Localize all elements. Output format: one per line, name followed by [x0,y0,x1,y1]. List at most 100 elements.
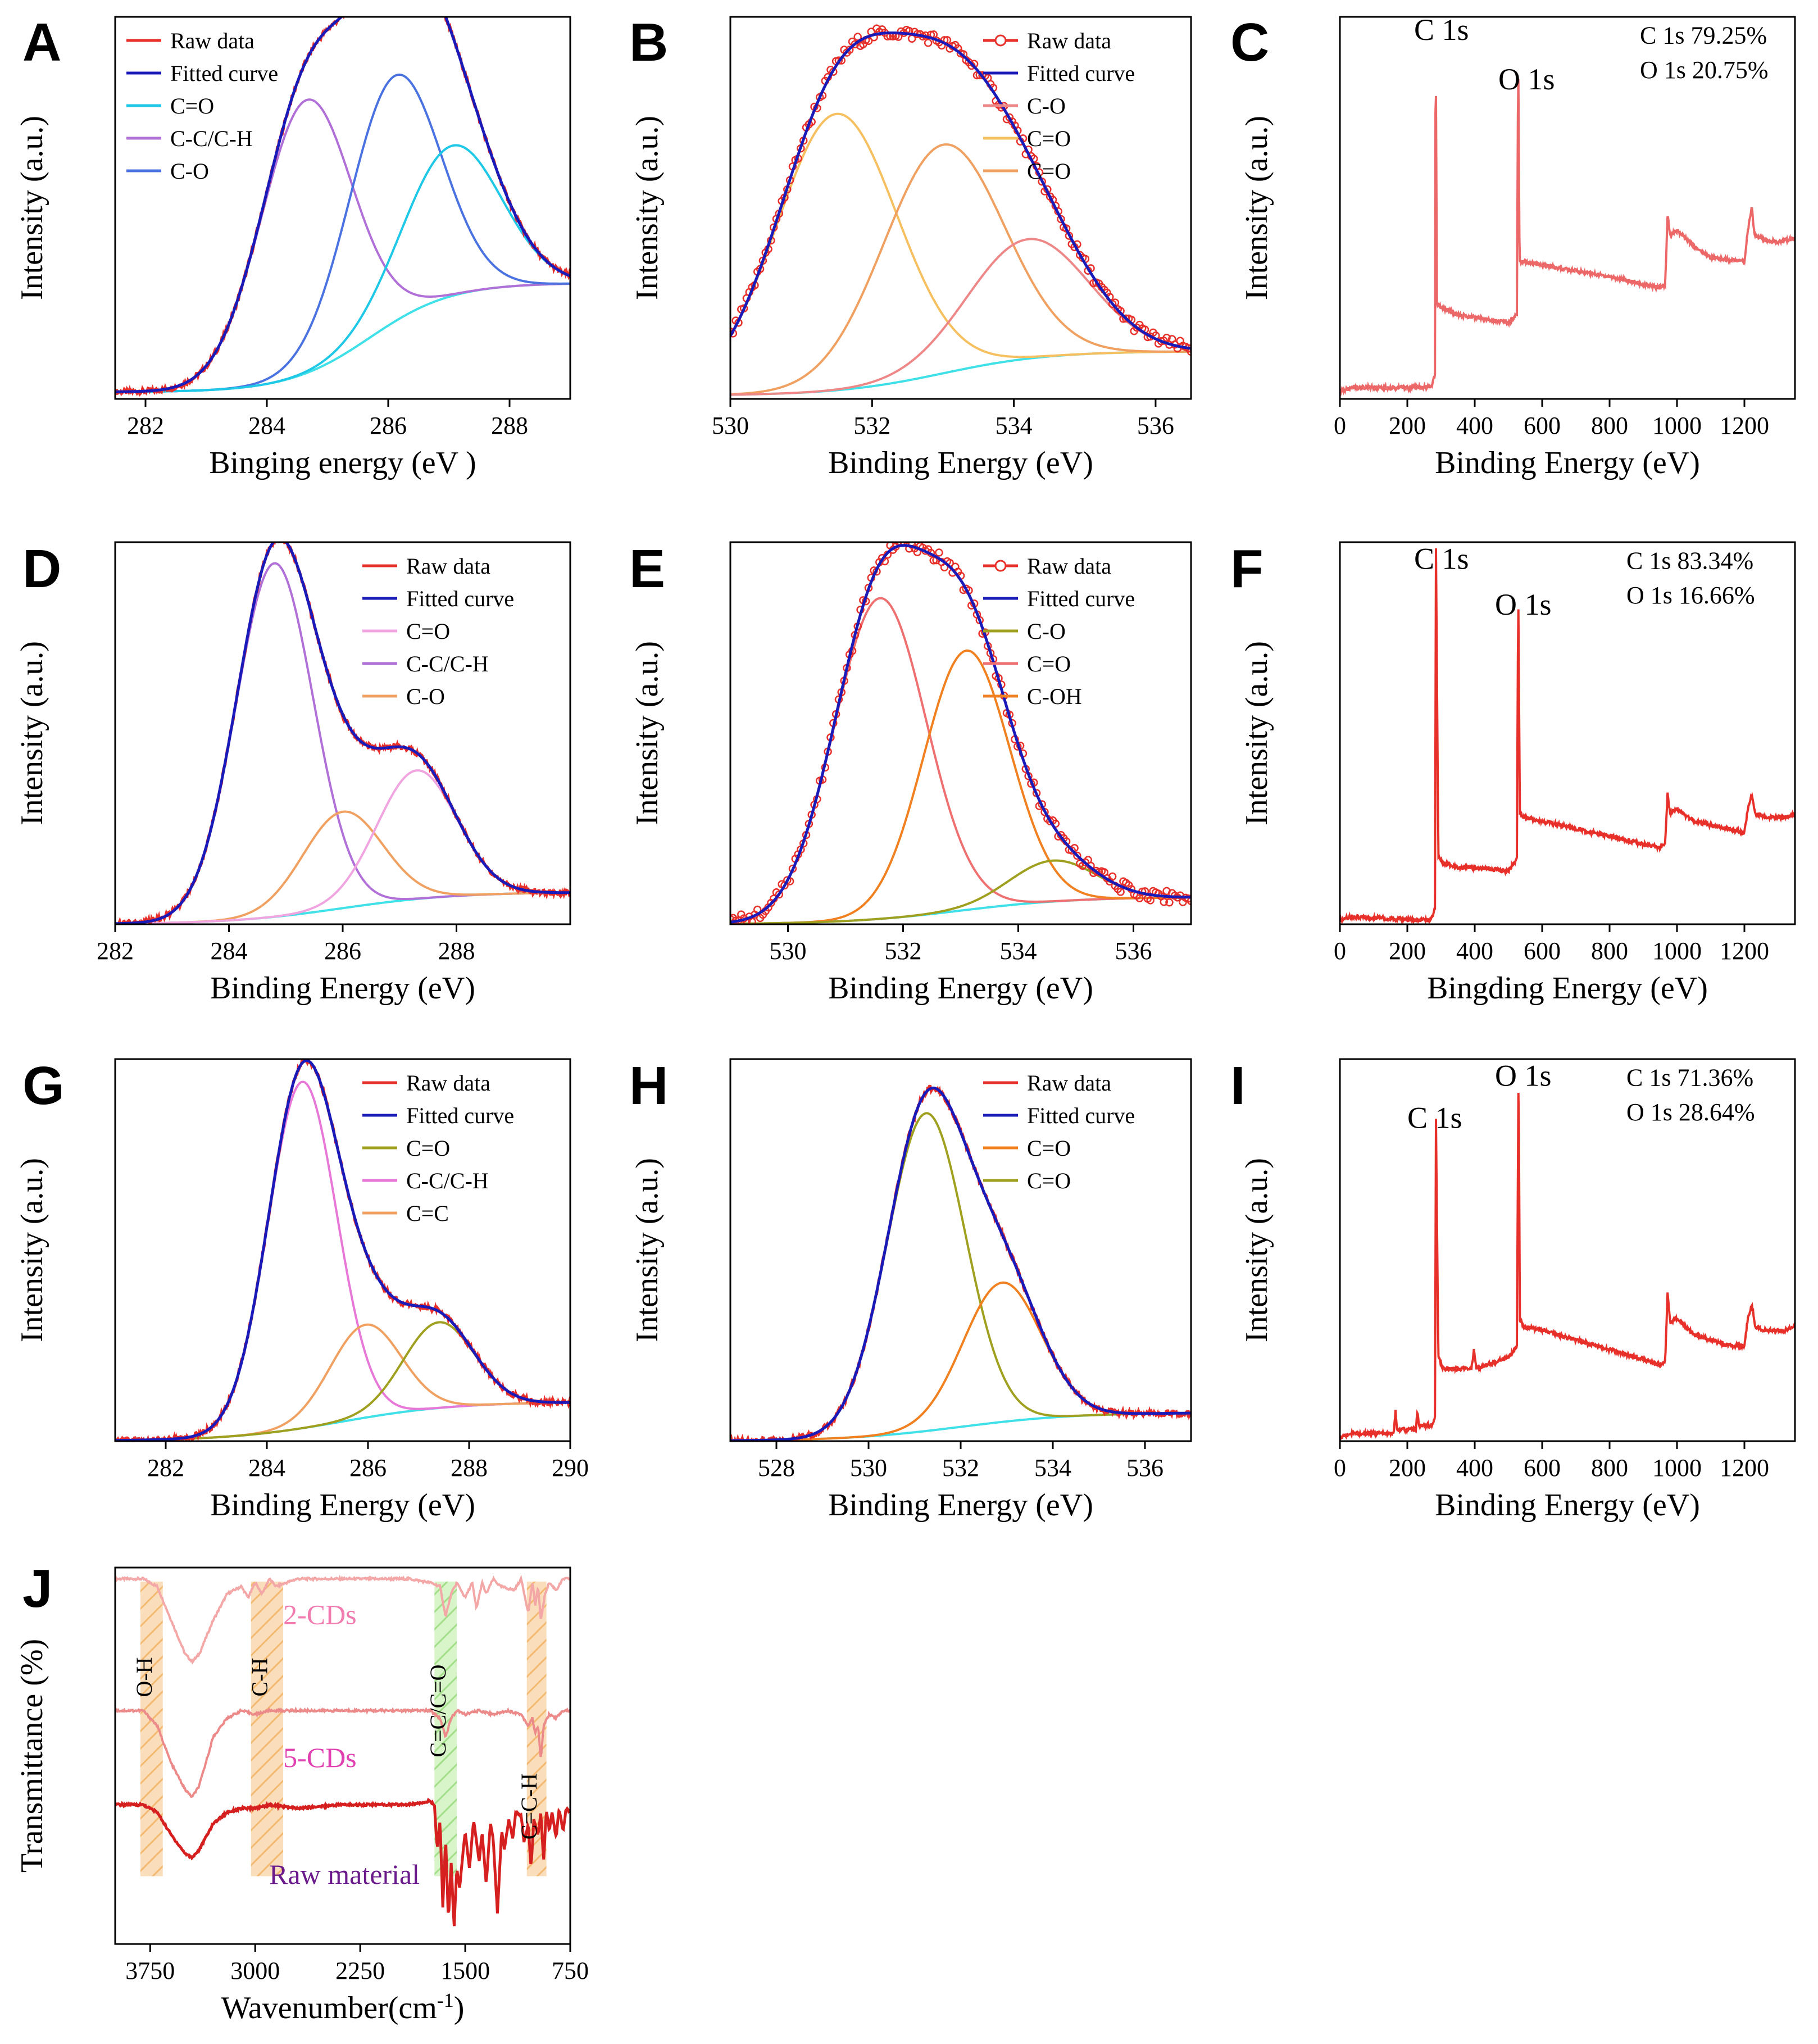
x-tick-label: 532 [942,1454,979,1482]
panel-letter-e: E [629,539,665,599]
component-c-o-0 [730,1112,1191,1441]
legend: Raw data Fitted curve C-O C=O C=O [983,28,1135,184]
raw-point [935,548,943,557]
plot-frame [1339,1058,1796,1442]
charts-layer: 282 284 286 288 Binging energy (eV ) Intensit… [15,13,1796,2025]
raw-data-line [730,1084,1191,1441]
raw-point [1116,888,1125,896]
x-tick-label: 200 [1389,412,1426,439]
band-label-0: O-H [131,1657,157,1697]
x-tick-label: 288 [438,937,475,965]
legend-label: Raw data [1027,28,1111,53]
x-tick-label: 3750 [125,1957,175,1984]
raw-point [903,542,910,544]
band-1 [251,1582,284,1877]
x-tick-label: 286 [324,937,361,965]
legend-label: C-C/C-H [170,126,253,151]
raw-point [1165,898,1174,907]
x-tick-label: 532 [885,937,922,965]
baseline-curve [730,350,1191,396]
plot-frame [729,16,1192,400]
y-axis-label: Intensity (a.u.) [630,116,665,300]
x-axis-label: Binding Energy (eV) [828,446,1093,480]
chart-c: C 1s O 1s C 1s 79.25% O 1s 20.75% 0 200 400 600… [1239,13,1796,480]
panel-letter-g: G [22,1056,65,1116]
legend-label: Raw data [170,28,254,53]
panel-letter-i: I [1230,1056,1246,1116]
raw-point [853,33,862,41]
x-tick-label: 800 [1591,412,1628,439]
x-tick-label: 282 [127,412,164,439]
x-axis-label: Binding Energy (eV) [210,971,475,1006]
x-tick-label: 534 [1000,937,1037,965]
y-axis-label: Intensity (a.u.) [15,116,49,300]
x-tick-label: 290 [552,1454,589,1482]
y-axis-label: Intensity (a.u.) [630,1158,665,1342]
raw-point [1160,898,1169,906]
chart-i: O 1s C 1s C 1s 71.36% O 1s 28.64% 0 200 400 600… [1239,1058,1796,1523]
x-tick-label: 288 [491,412,528,439]
x-tick-label: 800 [1591,1454,1628,1482]
raw-point [924,39,933,47]
x-axis-label: Bingding Energy (eV) [1427,971,1708,1006]
legend-label: Fitted curve [1027,1103,1135,1128]
legend-label: Raw data [406,553,490,579]
x-tick-label: 0 [1334,1454,1346,1482]
legend-label: Fitted curve [406,586,514,611]
x-tick-label: 1200 [1720,1454,1769,1482]
x-tick-label: 528 [758,1454,795,1482]
fitted-curve [730,544,1191,924]
baseline-curve [115,1401,570,1441]
annotation-0: C 1s [1414,13,1469,47]
survey-spectrum [1340,1093,1795,1441]
band-label-1: C-H [247,1658,272,1697]
raw-point [1135,894,1144,902]
legend-label: Raw data [1027,1070,1111,1096]
raw-point [845,46,854,54]
legend-label: C-C/C-H [406,1168,489,1193]
legend-label: Raw data [1027,553,1111,579]
survey-spectrum [1340,548,1795,924]
legend-label: C-O [1027,619,1066,644]
x-tick-label: 750 [552,1957,589,1984]
raw-point [1108,872,1117,881]
legend: Raw data Fitted curve C=O C-C/C-H C-O [362,553,514,709]
plot-frame [114,1566,571,1945]
annotation-2: C 1s 83.34% [1626,547,1753,575]
y-axis-label: Intensity (a.u.) [15,1158,49,1342]
x-tick-label: 282 [97,937,134,965]
x-axis-label: Binding Energy (eV) [1435,1488,1700,1523]
legend-label: Fitted curve [170,61,278,86]
x-tick-label: 0 [1334,937,1346,965]
legend-label: C=O [170,93,214,119]
raw-point [1187,897,1191,906]
band-label-2: C=C/C=O [425,1664,451,1757]
series-label-1: 5-CDs [283,1742,357,1773]
chart-j: O-H C-H C=C/C=O C=C-H 2-CDs 5-CDs Raw material… [15,1566,589,2025]
component-c-o-0 [730,112,1191,358]
x-tick-label: 600 [1524,1454,1561,1482]
raw-point [1162,334,1171,342]
plot-area [730,1084,1191,1441]
legend-label: C-C/C-H [406,651,489,676]
x-tick-label: 1500 [440,1957,490,1984]
x-tick-label: 530 [770,937,807,965]
annotation-1: C 1s [1407,1101,1462,1134]
annotation-0: O 1s [1495,1059,1552,1093]
x-tick-label: 400 [1456,412,1493,439]
y-axis-label: Intensity (a.u.) [1239,116,1274,300]
raw-point [730,915,735,924]
x-tick-label: 284 [248,412,285,439]
x-tick-label: 1200 [1720,937,1769,965]
annotation-3: O 1s 28.64% [1626,1098,1755,1126]
x-tick-label: 800 [1591,937,1628,965]
legend-label: Fitted curve [1027,586,1135,611]
x-tick-label: 530 [712,412,749,439]
annotation-0: C 1s [1414,542,1469,576]
legend-label: Fitted curve [1027,61,1135,86]
panel-letter-j: J [22,1559,52,1619]
x-tick-label: 288 [451,1454,488,1482]
annotation-1: O 1s [1498,62,1555,96]
annotation-1: O 1s [1495,588,1552,621]
